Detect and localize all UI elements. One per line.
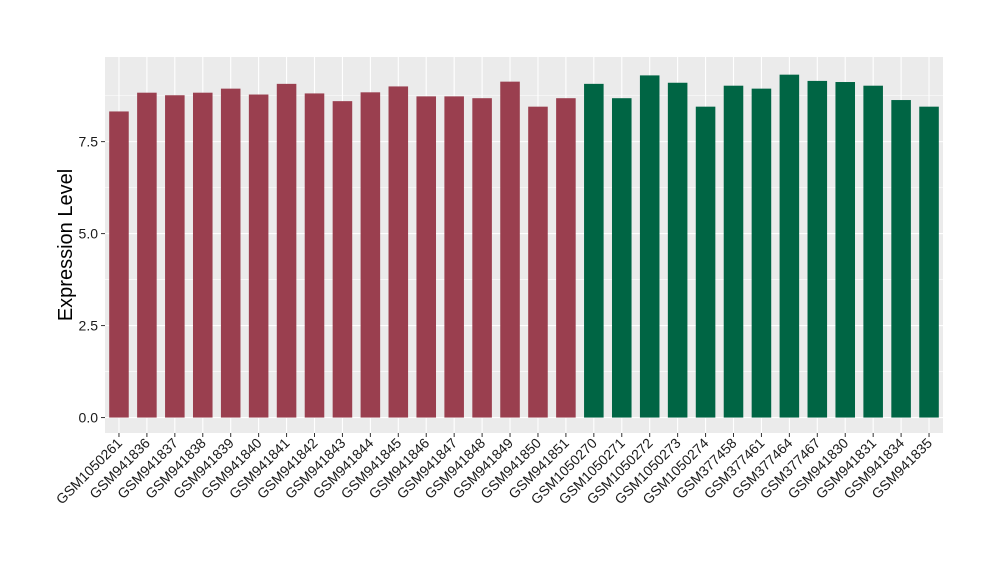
y-tick-label: 7.5 — [79, 134, 99, 150]
bar — [276, 83, 297, 418]
bar — [556, 98, 576, 418]
bar — [528, 106, 548, 418]
bar — [807, 80, 828, 418]
x-axis: GSM1050261GSM941836GSM941837GSM941838GSM… — [53, 433, 935, 507]
bar — [723, 85, 744, 418]
y-tick-label: 2.5 — [79, 318, 99, 334]
bar — [248, 94, 269, 418]
bar — [667, 82, 688, 418]
bar — [695, 106, 716, 418]
bar — [109, 111, 129, 418]
bars — [109, 74, 939, 418]
bar — [835, 82, 856, 418]
bar — [444, 96, 464, 418]
bar — [779, 74, 800, 418]
bar — [332, 101, 353, 418]
bar — [165, 95, 185, 418]
bar — [220, 88, 241, 418]
bar — [919, 106, 939, 418]
y-tick-label: 5.0 — [79, 226, 99, 242]
bar — [611, 98, 632, 418]
bar — [192, 92, 213, 418]
bar — [891, 100, 911, 418]
bar — [388, 86, 409, 418]
y-tick-label: 0.0 — [79, 410, 99, 426]
bar — [360, 92, 381, 418]
bar — [416, 96, 437, 418]
bar — [751, 88, 772, 418]
bar — [304, 93, 325, 418]
y-axis: 0.0 2.5 5.0 7.5 — [79, 134, 105, 426]
bar — [639, 75, 660, 418]
bar — [584, 83, 604, 418]
bar — [472, 98, 492, 418]
y-axis-title: Expression Level — [55, 169, 77, 321]
bar — [863, 85, 883, 418]
bar — [137, 92, 157, 418]
bar — [500, 81, 520, 418]
plot-panel — [105, 57, 943, 433]
